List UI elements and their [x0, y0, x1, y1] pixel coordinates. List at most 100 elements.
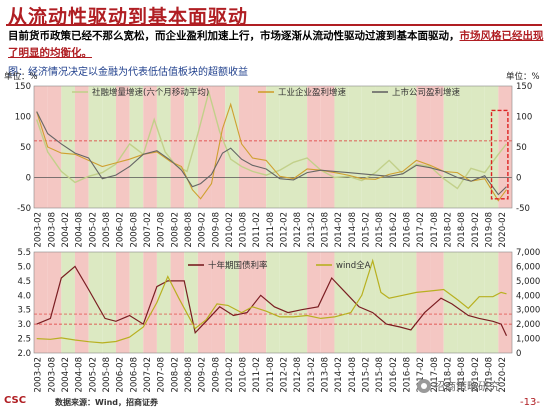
bottom-panel-frame — [33, 251, 513, 354]
x-tick-label-bottom: 2012-08 — [293, 357, 303, 393]
x-tick-label-bottom: 2005-08 — [102, 357, 112, 393]
legend-label-top: 上市公司盈利增速 — [392, 87, 461, 98]
regime-band-top — [61, 86, 75, 208]
x-tick-label-bottom: 2009-02 — [198, 357, 208, 393]
x-tick-label-top: 2014-08 — [348, 212, 358, 248]
regime-band-bottom — [320, 252, 335, 353]
regime-band-bottom — [184, 252, 198, 353]
regime-band-bottom — [443, 252, 458, 353]
x-tick-label-bottom: 2004-08 — [75, 357, 85, 393]
title-divider — [6, 24, 542, 26]
regime-band-top — [266, 86, 280, 208]
regime-band-top — [457, 86, 472, 208]
y-tick-label-right-bottom: 3,000 — [516, 306, 540, 316]
regime-band-bottom — [143, 252, 157, 353]
regime-band-top — [498, 86, 512, 208]
x-tick-label-bottom: 2015-02 — [362, 357, 372, 393]
y-tick-label-left: 0 — [26, 174, 31, 184]
data-source: 数据来源：Wind，招商证券 — [55, 398, 158, 407]
y-tick-label-left-bottom: 3.0 — [17, 320, 31, 330]
x-tick-label-top: 2017-08 — [430, 212, 440, 248]
y-tick-label-right-bottom: 7,000 — [516, 248, 540, 258]
regime-band-bottom — [402, 252, 417, 353]
x-tick-label-top: 2006-08 — [129, 212, 139, 248]
x-tick-label-top: 2012-02 — [280, 212, 290, 248]
x-tick-label-top: 2009-02 — [198, 212, 208, 248]
x-tick-label-top: 2007-02 — [143, 212, 153, 248]
watermark: 招商策略研究 — [417, 378, 500, 394]
regime-band-bottom — [115, 252, 130, 353]
regime-band-bottom — [211, 252, 226, 353]
regime-band-top — [184, 86, 198, 208]
x-tick-label-bottom: 2018-08 — [457, 357, 467, 393]
x-tick-label-bottom: 2009-08 — [211, 357, 221, 393]
x-tick-label-top: 2006-02 — [116, 212, 126, 248]
x-tick-label-top: 2017-02 — [416, 212, 426, 248]
x-tick-label-bottom: 2013-08 — [321, 357, 331, 393]
regime-band-top — [375, 86, 390, 208]
x-tick-label-bottom: 2012-02 — [280, 357, 290, 393]
regime-band-top — [102, 86, 116, 208]
page-title: 从流动性驱动到基本面驱动 — [8, 6, 249, 28]
y-tick-label-right-bottom: 0 — [516, 349, 521, 359]
x-tick-label-top: 2016-08 — [402, 212, 412, 248]
regime-band-bottom — [129, 252, 144, 353]
x-tick-label-bottom: 2017-02 — [416, 357, 426, 393]
x-tick-label-bottom: 2003-08 — [47, 357, 57, 393]
x-tick-label-bottom: 2016-08 — [402, 357, 412, 393]
x-tick-label-bottom: 2011-02 — [252, 357, 262, 393]
series-line-2 — [36, 102, 507, 202]
regime-band-bottom — [225, 252, 239, 353]
y-unit-left: 单位：% — [4, 71, 38, 82]
regime-band-top — [74, 86, 89, 208]
x-tick-label-top: 2007-08 — [157, 212, 167, 248]
regime-band-top — [279, 86, 294, 208]
x-tick-label-bottom: 2005-02 — [88, 357, 98, 393]
y-tick-label-right-bottom: 2,000 — [516, 320, 540, 330]
x-tick-label-top: 2018-02 — [443, 212, 453, 248]
regime-band-top — [129, 86, 144, 208]
y-tick-label-left-bottom: 3.5 — [17, 306, 31, 316]
x-tick-label-top: 2010-02 — [225, 212, 235, 248]
regime-band-bottom — [252, 252, 267, 353]
legend-label-bottom: wind全A — [336, 260, 371, 271]
x-tick-label-bottom: 2018-02 — [443, 357, 453, 393]
y-tick-label-left-bottom: 2.0 — [17, 349, 31, 359]
y-tick-label-left: 50 — [20, 143, 31, 153]
x-tick-label-top: 2011-02 — [252, 212, 262, 248]
regime-band-bottom — [389, 252, 403, 353]
x-tick-label-top: 2016-02 — [389, 212, 399, 248]
x-tick-label-top: 2015-02 — [362, 212, 372, 248]
x-tick-label-bottom: 2010-08 — [239, 357, 249, 393]
regime-band-bottom — [416, 252, 431, 353]
y-tick-label-right: 0 — [516, 174, 521, 184]
regime-band-bottom — [238, 252, 253, 353]
x-tick-label-bottom: 2006-02 — [116, 357, 126, 393]
regime-band-bottom — [484, 252, 499, 353]
regime-band-top — [293, 86, 308, 208]
regime-band-top — [307, 86, 321, 208]
regime-band-bottom — [334, 252, 349, 353]
regime-band-top — [389, 86, 403, 208]
y-tick-label-right: 50 — [516, 143, 527, 153]
regime-band-top — [443, 86, 458, 208]
x-tick-label-bottom: 2019-08 — [484, 357, 494, 393]
x-tick-label-bottom: 2017-08 — [430, 357, 440, 393]
x-tick-label-bottom: 2014-08 — [348, 357, 358, 393]
y-tick-label-left-bottom: 5.5 — [17, 248, 31, 258]
y-tick-label-right-bottom: 4,000 — [516, 291, 540, 301]
x-tick-label-bottom: 2016-02 — [389, 357, 399, 393]
x-tick-label-top: 2011-08 — [266, 212, 276, 248]
regime-band-top — [47, 86, 62, 208]
y-tick-label-right-bottom: 5,000 — [516, 277, 540, 287]
regime-band-bottom — [279, 252, 294, 353]
y-tick-label-right-bottom: 1,000 — [516, 335, 540, 345]
x-tick-label-bottom: 2004-02 — [61, 357, 71, 393]
regime-band-top — [225, 86, 239, 208]
series-line-3 — [36, 111, 507, 196]
x-tick-label-top: 2008-02 — [170, 212, 180, 248]
y-tick-label-left-bottom: 4.0 — [17, 291, 31, 301]
x-tick-label-top: 2013-08 — [321, 212, 331, 248]
x-tick-label-top: 2014-02 — [334, 212, 344, 248]
